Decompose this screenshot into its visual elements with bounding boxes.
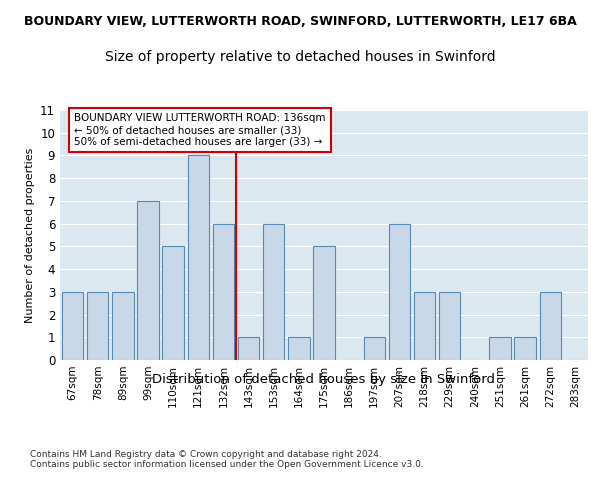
Bar bbox=[389, 224, 410, 360]
Bar bbox=[263, 224, 284, 360]
Bar bbox=[163, 246, 184, 360]
Bar bbox=[62, 292, 83, 360]
Bar bbox=[313, 246, 335, 360]
Bar bbox=[87, 292, 109, 360]
Text: BOUNDARY VIEW, LUTTERWORTH ROAD, SWINFORD, LUTTERWORTH, LE17 6BA: BOUNDARY VIEW, LUTTERWORTH ROAD, SWINFOR… bbox=[23, 15, 577, 28]
Bar bbox=[514, 338, 536, 360]
Bar bbox=[137, 201, 158, 360]
Text: Contains HM Land Registry data © Crown copyright and database right 2024.
Contai: Contains HM Land Registry data © Crown c… bbox=[30, 450, 424, 469]
Bar bbox=[364, 338, 385, 360]
Text: BOUNDARY VIEW LUTTERWORTH ROAD: 136sqm
← 50% of detached houses are smaller (33): BOUNDARY VIEW LUTTERWORTH ROAD: 136sqm ←… bbox=[74, 114, 325, 146]
Y-axis label: Number of detached properties: Number of detached properties bbox=[25, 148, 35, 322]
Text: Distribution of detached houses by size in Swinford: Distribution of detached houses by size … bbox=[152, 372, 496, 386]
Bar bbox=[238, 338, 259, 360]
Bar bbox=[188, 156, 209, 360]
Bar bbox=[414, 292, 435, 360]
Bar bbox=[539, 292, 561, 360]
Bar bbox=[288, 338, 310, 360]
Text: Size of property relative to detached houses in Swinford: Size of property relative to detached ho… bbox=[104, 50, 496, 64]
Bar bbox=[439, 292, 460, 360]
Bar bbox=[112, 292, 134, 360]
Bar bbox=[490, 338, 511, 360]
Bar bbox=[213, 224, 234, 360]
